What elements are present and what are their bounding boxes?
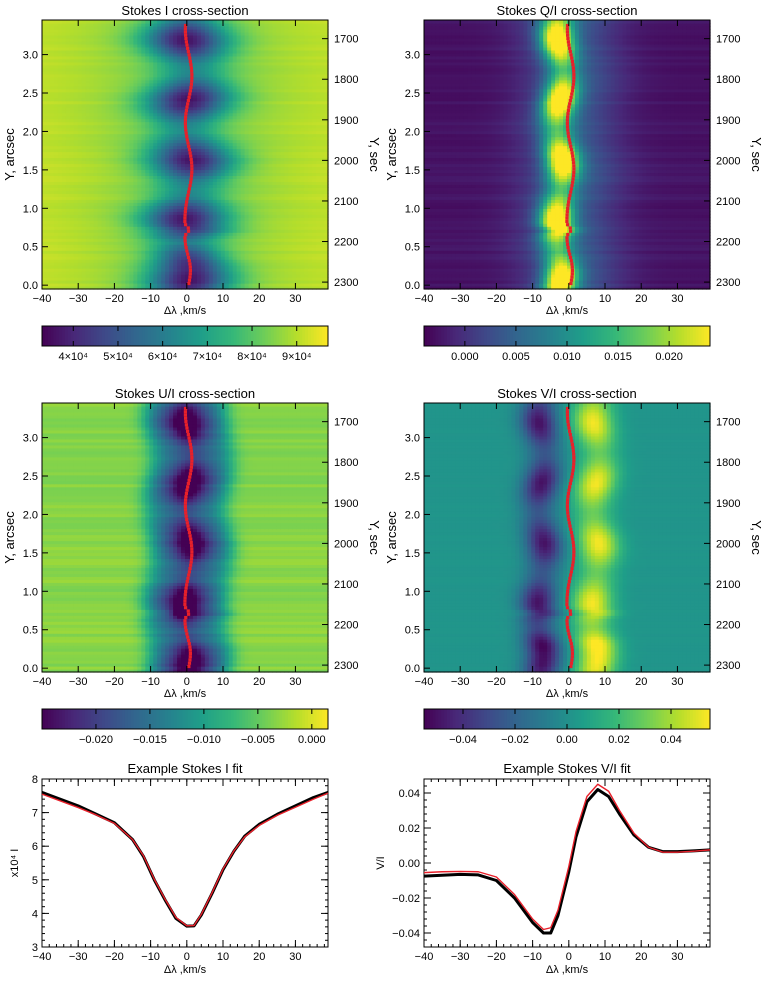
heatmap-panel-1: −40 −30 −20 −10 0 10 20 300.00.51.01.52.02.53.0… xyxy=(2,3,382,363)
